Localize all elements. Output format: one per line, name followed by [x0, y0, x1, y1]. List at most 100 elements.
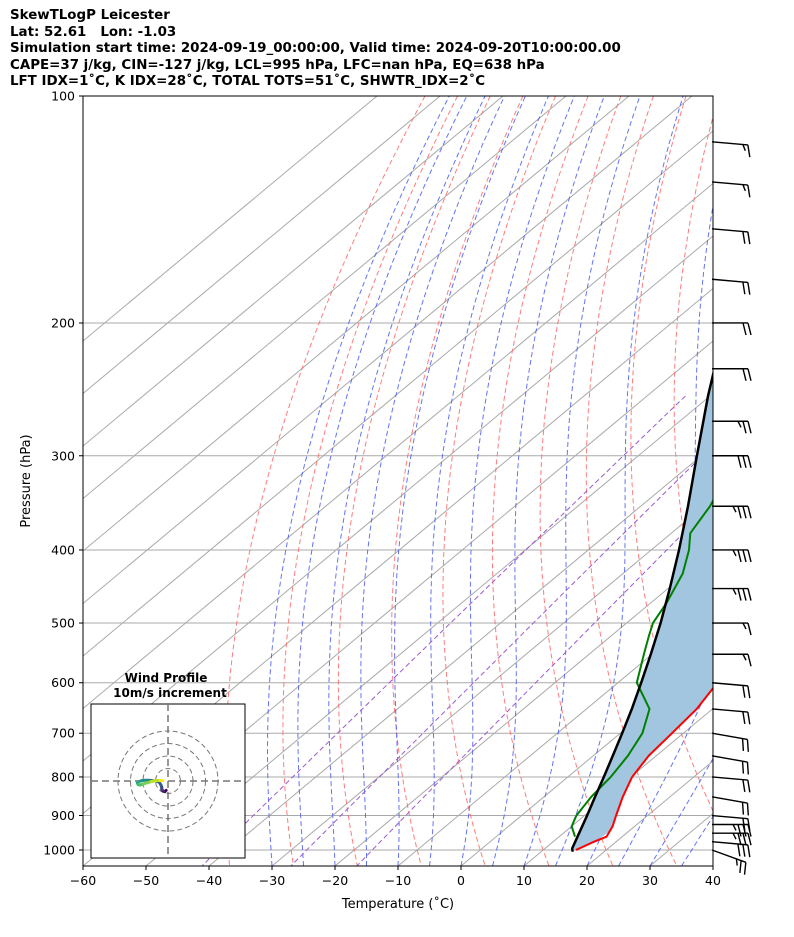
barb-feather: [737, 588, 742, 601]
y-tick-label: 300: [51, 448, 75, 463]
barb-feather: [747, 833, 752, 846]
isotherm--140: [83, 96, 504, 447]
dry-adiabat--10: [391, 96, 524, 866]
moist-adiabat-5: [492, 96, 605, 866]
location-line: Lat: 52.61 Lon: -1.03: [10, 24, 177, 40]
dry-adiabat--20: [337, 96, 491, 866]
moist-adiabat-40: [712, 865, 713, 866]
barb-feather: [737, 549, 742, 563]
barb-shaft: [711, 776, 748, 781]
barb-feather: [742, 144, 746, 151]
barb-feather: [742, 281, 746, 295]
moist-adiabats: [267, 96, 713, 866]
x-tick-label: −50: [133, 873, 159, 888]
moist-adiabat-15: [555, 96, 684, 866]
temperature-line: [575, 686, 713, 851]
barb-shaft: [711, 181, 748, 186]
wind-barb: [711, 776, 751, 793]
barb-feather: [732, 505, 737, 513]
barb-feather: [742, 506, 747, 519]
barb-feather: [737, 843, 741, 857]
mixing-ratio-lines: [201, 395, 713, 866]
wind-barb: [712, 505, 752, 519]
cin-shading: [572, 374, 713, 850]
isotherm--130: [83, 96, 567, 500]
barb-shaft: [711, 682, 748, 687]
barb-feather: [747, 455, 752, 468]
barb-feather: [742, 549, 747, 563]
hodograph-inset: Wind Profile 10m/s increment: [90, 671, 246, 859]
isotherm--40: [208, 445, 713, 866]
plot-area: [83, 96, 794, 866]
dry-adiabat-70: [757, 96, 794, 866]
barb-feather: [741, 761, 745, 774]
barb-feather: [742, 184, 746, 192]
barb-feather: [742, 711, 746, 724]
dry-adiabat--40: [224, 96, 426, 866]
y-tick-label: 100: [51, 89, 75, 104]
dry-adiabat-30: [585, 96, 678, 866]
barb-feather: [739, 860, 742, 874]
barb-feather: [747, 282, 751, 295]
x-tick-label: −60: [70, 873, 96, 888]
barb-feather: [747, 818, 751, 831]
barb-feather: [747, 588, 752, 601]
barb-shaft: [711, 841, 748, 846]
barb-feather: [732, 832, 737, 840]
wind-barb: [711, 841, 751, 858]
barb-feather: [742, 322, 747, 336]
y-tick-label: 400: [51, 542, 75, 557]
wind-barb: [711, 755, 750, 775]
isotherm--110: [83, 96, 693, 605]
y-tick-label: 700: [51, 726, 75, 741]
barb-feather: [742, 833, 747, 846]
y-axis-ticks: 100 200 300 400 500 600 700 800 900 1000: [43, 89, 83, 858]
dry-adiabat-60: [716, 96, 794, 866]
moist-adiabat--15: [360, 96, 505, 866]
mixing-ratio-0.4: [290, 444, 713, 866]
y-tick-label: 600: [51, 675, 75, 690]
barb-feather: [747, 779, 751, 793]
dry-adiabat-0: [442, 96, 556, 866]
barb-feather: [737, 420, 742, 428]
barb-feather: [742, 653, 747, 661]
barb-shaft: [711, 814, 748, 820]
x-tick-label: −10: [385, 873, 411, 888]
wind-barb: [711, 814, 751, 831]
x-tick-label: 30: [642, 873, 658, 888]
cape-line: CAPE=37 j/kg, CIN=-127 j/kg, LCL=995 hPa…: [10, 57, 545, 73]
wind-barb: [712, 455, 752, 468]
x-tick-label: 20: [579, 873, 595, 888]
barb-feather: [747, 506, 752, 519]
barb-feather: [747, 144, 751, 158]
barb-shaft: [711, 796, 748, 804]
x-tick-label: −20: [322, 873, 348, 888]
x-tick-label: 40: [705, 873, 721, 888]
indices-line: LFT IDX=1˚C, K IDX=28˚C, TOTAL TOTS=51˚C…: [10, 74, 486, 89]
x-axis-ticks: −60 −50 −40 −30 −20 −10 0 10 20 30 40: [70, 866, 721, 888]
barb-feather: [742, 622, 747, 630]
barb-shaft: [711, 141, 748, 146]
moist-adiabat--10: [394, 96, 526, 866]
wind-barb: [712, 368, 752, 381]
barb-feather: [732, 824, 737, 831]
barb-feather: [742, 421, 747, 434]
isotherm--90: [83, 182, 713, 710]
barb-feather: [746, 762, 750, 775]
barb-feather: [741, 802, 745, 815]
wind-barb: [711, 682, 751, 699]
moist-adiabat-0: [460, 96, 575, 866]
wind-barb: [712, 549, 752, 563]
wind-barb: [711, 181, 751, 198]
isotherm-10: [523, 707, 713, 866]
isotherm--150: [83, 96, 441, 395]
barb-shaft: [711, 755, 748, 763]
barb-feather: [742, 455, 747, 468]
isotherm--120: [83, 96, 630, 552]
wind-barb: [712, 832, 752, 846]
barb-feather: [747, 622, 752, 636]
barb-feather: [735, 858, 738, 866]
wind-barbs: [711, 141, 752, 875]
barb-feather: [742, 685, 746, 698]
wind-barb: [711, 141, 751, 158]
